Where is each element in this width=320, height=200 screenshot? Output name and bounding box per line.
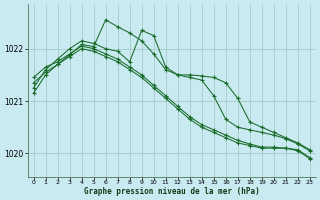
X-axis label: Graphe pression niveau de la mer (hPa): Graphe pression niveau de la mer (hPa) [84,187,260,196]
